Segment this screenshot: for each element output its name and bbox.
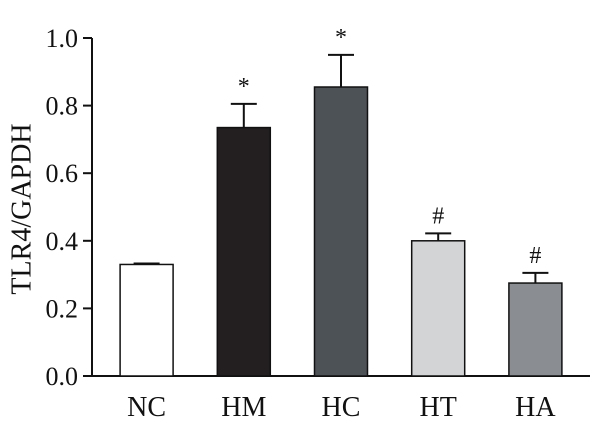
x-tick-label: NC: [127, 392, 166, 423]
y-tick-label: 1.0: [46, 24, 79, 53]
y-tick-label: 0.0: [46, 362, 79, 391]
x-tick-label: HT: [420, 392, 457, 423]
x-tick-label: HC: [322, 392, 361, 423]
significance-marker: #: [529, 243, 541, 269]
y-axis-label: TLR4/GAPDH: [6, 123, 37, 294]
y-tick-label: 0.6: [46, 159, 79, 188]
bars: * * # #: [119, 25, 563, 377]
x-tick-label: HM: [221, 392, 266, 423]
y-axis: 0.0 0.2 0.4 0.6 0.8 1.0: [46, 24, 93, 391]
y-tick-label: 0.4: [46, 227, 79, 256]
significance-marker: #: [432, 203, 444, 229]
bar-ht: [410, 240, 466, 377]
bar-hc: [313, 86, 369, 377]
bar-hm: [216, 126, 272, 377]
bar-nc: [119, 263, 174, 377]
x-tick-label: HA: [515, 392, 556, 423]
x-axis: NC HM HC HT HA: [91, 375, 590, 423]
y-tick-label: 0.8: [46, 92, 79, 121]
significance-marker: *: [335, 25, 347, 51]
bar-ha: [508, 282, 563, 377]
y-tick-label: 0.2: [46, 294, 79, 323]
significance-marker: *: [238, 74, 250, 100]
